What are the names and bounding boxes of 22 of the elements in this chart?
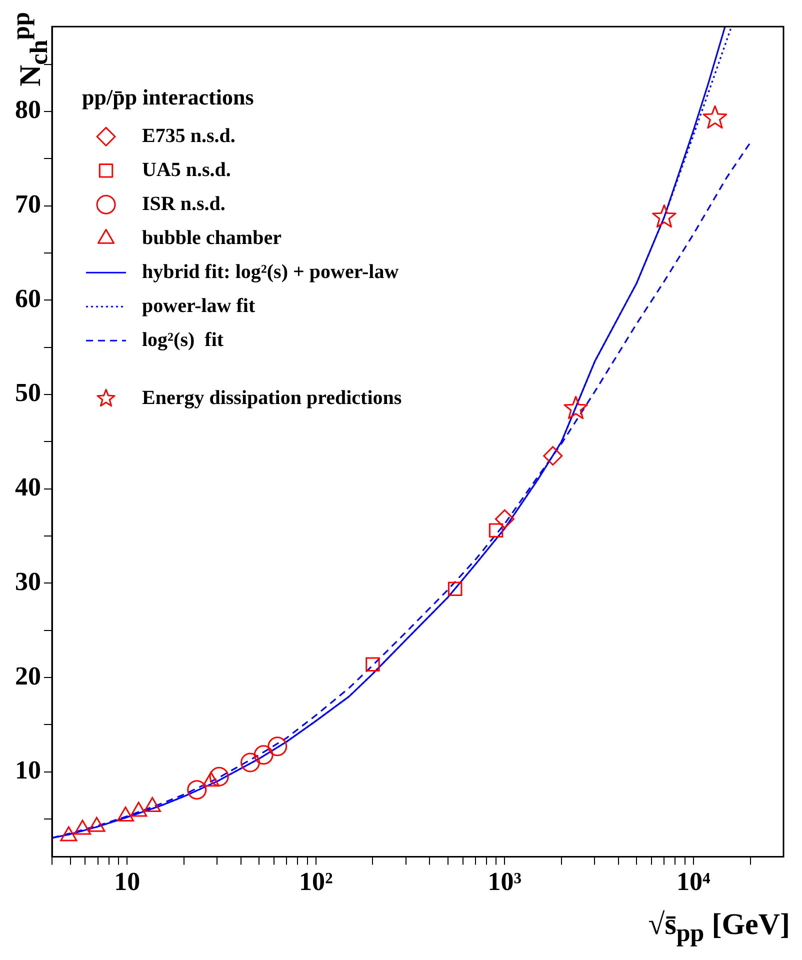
x-tick-label: 10³ [488, 867, 522, 896]
y-tick-label: 20 [15, 661, 41, 690]
y-tick-label: 40 [15, 472, 41, 502]
x-tick-label: 10² [298, 867, 333, 896]
legend-title: pp/p̄p interactions [82, 84, 254, 110]
y-tick-label: 70 [15, 190, 41, 219]
y-tick-label: 60 [15, 284, 41, 313]
legend-label: E735 n.s.d. [142, 124, 236, 147]
x-axis-title: √s̄$_{pp}$ [GeV] [648, 908, 790, 948]
legend-label: bubble chamber [142, 226, 282, 249]
y-tick-label: 50 [15, 378, 41, 408]
y-tick-label: 10 [15, 756, 41, 785]
legend-label: power-law fit [142, 294, 256, 317]
legend-label: Energy dissipation predictions [142, 386, 402, 409]
y-tick-label: 30 [15, 566, 41, 596]
legend-label: ISR n.s.d. [142, 192, 226, 215]
legend-label: hybrid fit: log²(s) + power-law [142, 260, 400, 283]
legend-label: UA5 n.s.d. [142, 158, 231, 181]
y-tick-label: 80 [15, 95, 41, 124]
x-tick-label: 10 [114, 867, 140, 896]
legend-label: log²(s) fit [142, 328, 224, 351]
x-tick-label: 10⁴ [676, 867, 711, 896]
